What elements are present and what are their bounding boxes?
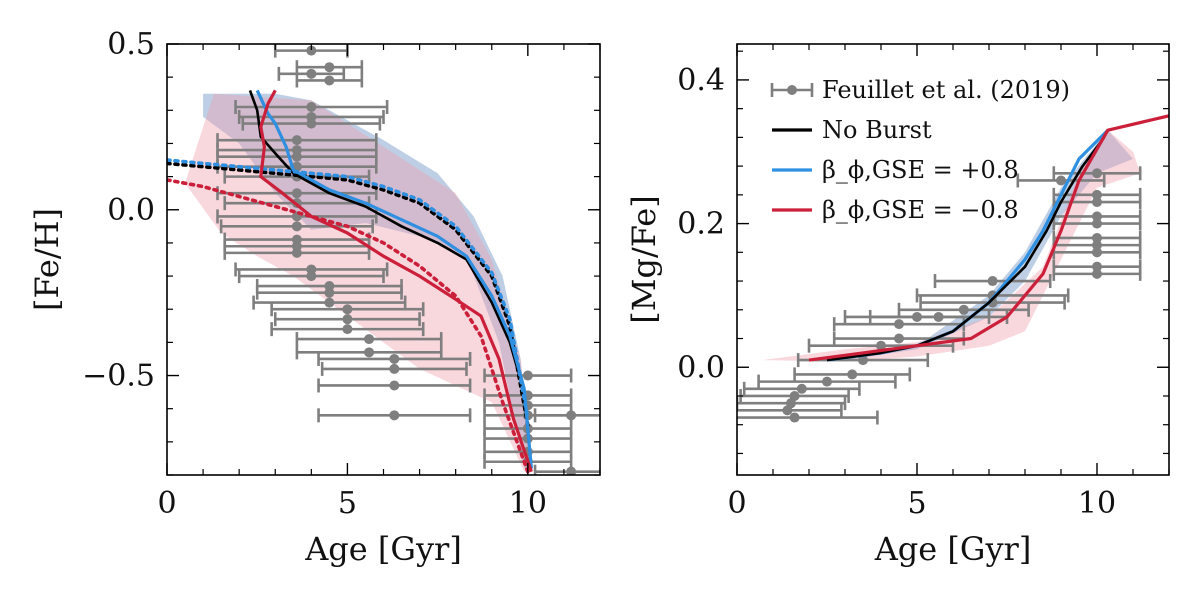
left-observation-point (252, 295, 407, 310)
left-x-tick-label: 10 (509, 486, 547, 521)
left-observation-point (483, 368, 573, 383)
left-observation-point (533, 464, 600, 475)
left-observation-point (241, 116, 382, 131)
right-observation-point (737, 410, 879, 425)
left-observation-point (320, 361, 468, 376)
right-observation-point (1052, 187, 1142, 202)
right-beta-minus-line (808, 114, 1169, 362)
right-x-tick-label: 5 (907, 486, 926, 521)
left-observation-point (295, 345, 443, 360)
legend-label: No Burst (822, 116, 932, 144)
right-x-tick-label: 10 (1078, 486, 1116, 521)
mgfe-age-panel: 0 5 10 0.0 0.2 0.4 Age [Gyr] [Mg/Fe] Feuillet et… (625, 43, 1170, 568)
right-plot-area (737, 114, 1169, 425)
right-observation-point (757, 374, 897, 389)
left-observation-point (295, 332, 443, 347)
left-observation-point (255, 285, 403, 300)
left-plot-area (167, 44, 600, 475)
right-observation-point (737, 403, 843, 418)
left-observation-point (317, 351, 472, 366)
legend-entry: β_ϕ,GSE = +0.8 (772, 156, 1019, 184)
left-band-plus-0 (203, 93, 532, 469)
left-beta-minus-line (259, 89, 533, 473)
left-observation-point (317, 408, 472, 423)
right-y-tick-label: 0.4 (677, 63, 725, 98)
left-y-tick-label: 0.0 (107, 193, 155, 228)
left-beta-plus-gas-line (167, 158, 530, 421)
right-x-tick-label: 0 (727, 486, 746, 521)
left-observation-point (270, 302, 425, 317)
right-observation-point (843, 309, 991, 324)
left-observation-point (533, 408, 600, 423)
right-observation-point (832, 317, 966, 332)
legend: Feuillet et al. (2019) No Burst β_ϕ,GSE = … (770, 76, 1070, 224)
right-observation-point (933, 274, 1052, 289)
left-x-tick-label: 0 (157, 486, 176, 521)
legend-entry: Feuillet et al. (2019) (770, 76, 1070, 104)
left-observation-point (277, 66, 346, 81)
left-x-axis-label: Age [Gyr] (304, 530, 462, 568)
left-y-tick-label: 0.5 (107, 27, 155, 62)
left-observation-point (317, 378, 472, 393)
left-no-burst-gas-line (167, 161, 530, 428)
legend-entry: No Burst (772, 116, 932, 144)
left-y-tick-label: −0.5 (82, 359, 155, 394)
left-observation-point (237, 269, 385, 284)
right-observation-point (897, 302, 1030, 317)
right-observation-point (1052, 166, 1142, 181)
right-y-tick-label: 0.0 (677, 350, 725, 385)
left-beta-plus-line (255, 89, 533, 469)
right-observation-point (1016, 173, 1106, 188)
legend-label: Feuillet et al. (2019) (822, 76, 1070, 104)
right-observation-point (742, 381, 861, 396)
legend-label: β_ϕ,GSE = +0.8 (822, 156, 1019, 184)
left-x-tick-label: 5 (338, 486, 357, 521)
left-y-axis-label: [Fe/H] (28, 208, 66, 311)
right-observation-point (1052, 266, 1142, 281)
legend-label: β_ϕ,GSE = −0.8 (822, 196, 1019, 224)
feh-age-panel: 0 5 10 0.5 0.0 −0.5 Age [Gyr] [Fe/H] (28, 27, 601, 568)
right-observation-point (919, 295, 1066, 310)
legend-entry: β_ϕ,GSE = −0.8 (772, 196, 1019, 224)
right-observation-point (793, 367, 912, 382)
right-x-axis-label: Age [Gyr] (874, 530, 1032, 568)
left-observation-point (234, 99, 389, 114)
left-band-minus-1 (185, 93, 532, 472)
right-band-plus-0 (827, 130, 1133, 361)
right-observation-point (1052, 238, 1142, 253)
left-observation-point (295, 60, 364, 75)
left-observation-point (270, 322, 425, 337)
left-beta-minus-gas-line (167, 178, 530, 474)
right-y-tick-label: 0.2 (677, 207, 725, 242)
left-observation-point (273, 312, 421, 327)
left-observation-point (295, 73, 364, 88)
right-observation-point (1052, 245, 1142, 260)
right-y-axis-label: [Mg/Fe] (625, 195, 663, 323)
